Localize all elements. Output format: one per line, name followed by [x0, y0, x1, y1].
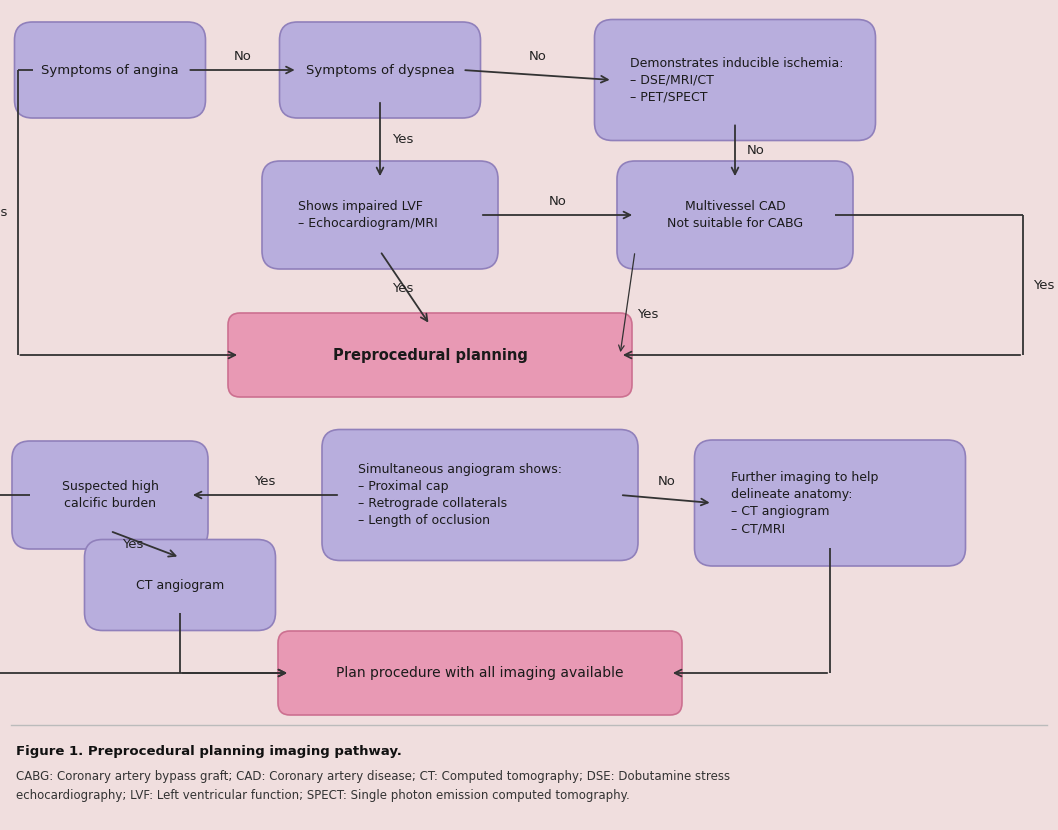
Text: Symptoms of dyspnea: Symptoms of dyspnea	[306, 64, 454, 76]
Text: No: No	[747, 144, 765, 157]
FancyBboxPatch shape	[15, 22, 205, 118]
Text: Yes: Yes	[393, 133, 414, 146]
FancyBboxPatch shape	[322, 429, 638, 560]
Text: Demonstrates inducible ischemia:
– DSE/MRI/CT
– PET/SPECT: Demonstrates inducible ischemia: – DSE/M…	[631, 56, 844, 104]
FancyBboxPatch shape	[279, 22, 480, 118]
Text: Shows impaired LVF
– Echocardiogram/MRI: Shows impaired LVF – Echocardiogram/MRI	[298, 200, 438, 230]
Text: Plan procedure with all imaging available: Plan procedure with all imaging availabl…	[336, 666, 624, 680]
Text: Further imaging to help
delineate anatomy:
– CT angiogram
– CT/MRI: Further imaging to help delineate anatom…	[730, 471, 878, 535]
Text: Yes: Yes	[393, 281, 414, 295]
Text: Yes: Yes	[638, 308, 659, 321]
Text: Yes: Yes	[122, 538, 144, 551]
Text: Symptoms of angina: Symptoms of angina	[41, 64, 179, 76]
Text: No: No	[657, 475, 675, 488]
Text: Yes: Yes	[0, 206, 7, 219]
Text: Yes: Yes	[1033, 279, 1055, 291]
FancyBboxPatch shape	[229, 313, 632, 397]
Text: No: No	[548, 195, 566, 208]
Text: CT angiogram: CT angiogram	[135, 579, 224, 592]
FancyBboxPatch shape	[262, 161, 498, 269]
FancyBboxPatch shape	[617, 161, 853, 269]
FancyBboxPatch shape	[694, 440, 966, 566]
Text: No: No	[529, 50, 546, 63]
FancyBboxPatch shape	[595, 19, 876, 140]
Text: Multivessel CAD
Not suitable for CABG: Multivessel CAD Not suitable for CABG	[667, 200, 803, 230]
Text: Simultaneous angiogram shows:
– Proximal cap
– Retrograde collaterals
– Length o: Simultaneous angiogram shows: – Proximal…	[358, 463, 562, 527]
Text: Suspected high
calcific burden: Suspected high calcific burden	[61, 480, 159, 510]
Text: Preprocedural planning: Preprocedural planning	[332, 348, 528, 363]
FancyBboxPatch shape	[278, 631, 682, 715]
FancyBboxPatch shape	[12, 441, 208, 549]
FancyBboxPatch shape	[85, 540, 275, 631]
Text: CABG: Coronary artery bypass graft; CAD: Coronary artery disease; CT: Computed t: CABG: Coronary artery bypass graft; CAD:…	[16, 770, 730, 802]
Text: Figure 1. Preprocedural planning imaging pathway.: Figure 1. Preprocedural planning imaging…	[16, 745, 402, 758]
Text: No: No	[234, 50, 252, 63]
Text: Yes: Yes	[254, 475, 276, 488]
